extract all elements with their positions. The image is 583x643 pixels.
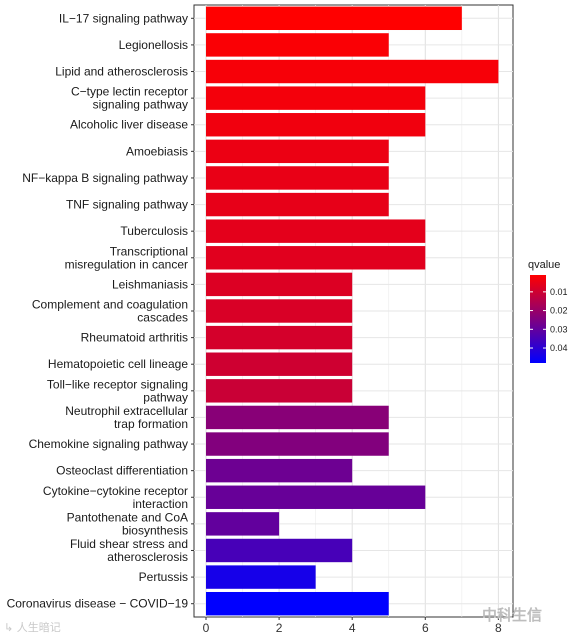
category-label: Pantothenate and CoA biosynthesis bbox=[67, 510, 188, 537]
category-label-line: Neutrophil extracellular bbox=[65, 404, 188, 418]
category-label-line: Leishmaniasis bbox=[112, 277, 188, 291]
category-label: Fluid shear stress and atherosclerosis bbox=[70, 537, 188, 564]
category-label-line: Alcoholic liver disease bbox=[70, 118, 188, 132]
category-label: Amoebiasis bbox=[126, 144, 188, 158]
category-label: TNF signaling pathway bbox=[66, 198, 188, 212]
watermark-right: 中科生信 bbox=[482, 606, 543, 624]
bar bbox=[206, 219, 426, 243]
category-label-line: TNF signaling pathway bbox=[66, 198, 188, 212]
bar bbox=[206, 458, 353, 483]
category-labels: IL−17 signaling pathway Legionellosis Lipi… bbox=[7, 11, 194, 611]
category-label: Alcoholic liver disease bbox=[70, 118, 188, 132]
category-label-line: NF−kappa B signaling pathway bbox=[22, 171, 188, 185]
category-label-line: trap formation bbox=[114, 417, 188, 431]
category-label: Chemokine signaling pathway bbox=[29, 437, 188, 451]
x-tick-label: 0 bbox=[203, 621, 210, 635]
x-axis: 0 2 4 6 8 bbox=[203, 617, 502, 635]
bar bbox=[206, 325, 353, 350]
bar bbox=[206, 379, 353, 403]
category-label-line: Chemokine signaling pathway bbox=[29, 437, 188, 451]
x-tick-label: 2 bbox=[276, 621, 283, 635]
bar bbox=[206, 538, 353, 563]
category-label: Neutrophil extracellular trap formation bbox=[65, 404, 188, 431]
bar bbox=[206, 352, 353, 376]
x-tick-label: 4 bbox=[349, 621, 356, 635]
bar bbox=[206, 246, 426, 270]
bar bbox=[206, 166, 389, 190]
legend-tick-label: 0.03 bbox=[550, 324, 568, 334]
category-label-line: biosynthesis bbox=[122, 523, 188, 537]
category-label: C−type lectin receptor signaling pathway bbox=[71, 85, 188, 112]
bar bbox=[206, 272, 353, 297]
category-label: Legionellosis bbox=[119, 38, 188, 52]
bar bbox=[206, 192, 389, 217]
category-label-line: interaction bbox=[133, 497, 188, 511]
category-label-line: Fluid shear stress and bbox=[70, 537, 188, 551]
category-label-line: Legionellosis bbox=[119, 38, 188, 52]
category-label: Rheumatoid arthritis bbox=[81, 331, 188, 345]
category-label-line: misregulation in cancer bbox=[65, 257, 188, 271]
bar bbox=[206, 299, 353, 323]
bar bbox=[206, 565, 316, 589]
category-label-line: Amoebiasis bbox=[126, 144, 188, 158]
category-label-line: Complement and coagulation bbox=[32, 298, 188, 312]
category-label: Osteoclast differentiation bbox=[56, 464, 188, 478]
bar bbox=[206, 6, 462, 31]
category-label-line: cascades bbox=[137, 311, 188, 325]
category-label: Cytokine−cytokine receptor interaction bbox=[43, 484, 188, 511]
legend-title: qvalue bbox=[528, 259, 560, 271]
category-label-line: Pertussis bbox=[139, 570, 188, 584]
category-label-line: Hematopoietic cell lineage bbox=[48, 357, 188, 371]
category-label-line: pathway bbox=[143, 390, 188, 404]
x-tick-label: 8 bbox=[495, 621, 502, 635]
category-label-line: Transcriptional bbox=[110, 244, 188, 258]
legend-tick-label: 0.01 bbox=[550, 287, 568, 297]
category-label-line: signaling pathway bbox=[93, 98, 188, 112]
category-label: Toll−like receptor signaling pathway bbox=[47, 377, 188, 404]
category-label-line: atherosclerosis bbox=[107, 550, 188, 564]
category-label-line: Cytokine−cytokine receptor bbox=[43, 484, 188, 498]
category-label-line: Rheumatoid arthritis bbox=[81, 331, 188, 345]
category-label: Tuberculosis bbox=[120, 224, 188, 238]
category-label-line: IL−17 signaling pathway bbox=[59, 11, 188, 25]
legend-colorbar bbox=[530, 275, 546, 363]
category-label: Leishmaniasis bbox=[112, 277, 188, 291]
category-label-line: C−type lectin receptor bbox=[71, 85, 188, 99]
bar bbox=[206, 405, 389, 430]
category-label-line: Toll−like receptor signaling bbox=[47, 377, 188, 391]
bar bbox=[206, 33, 389, 57]
bar bbox=[206, 512, 280, 536]
bars bbox=[206, 6, 499, 616]
category-label: IL−17 signaling pathway bbox=[59, 11, 188, 25]
category-label-line: Pantothenate and CoA bbox=[67, 510, 188, 524]
category-label: Hematopoietic cell lineage bbox=[48, 357, 188, 371]
bar bbox=[206, 432, 389, 456]
bar bbox=[206, 113, 426, 137]
bar bbox=[206, 139, 389, 164]
bar bbox=[206, 86, 426, 110]
category-label-line: Osteoclast differentiation bbox=[56, 464, 188, 478]
legend-tick-label: 0.02 bbox=[550, 306, 568, 316]
category-label: Coronavirus disease − COVID−19 bbox=[7, 597, 189, 611]
bar bbox=[206, 591, 389, 616]
category-label-line: Coronavirus disease − COVID−19 bbox=[7, 597, 189, 611]
watermark-left: ↳ 人生暗记 bbox=[4, 621, 61, 634]
category-label: NF−kappa B signaling pathway bbox=[22, 171, 188, 185]
bar bbox=[206, 485, 426, 509]
legend: qvalue 0.01 0.02 0.03 0.04 bbox=[528, 259, 568, 363]
legend-tick-label: 0.04 bbox=[550, 343, 568, 353]
bar bbox=[206, 59, 499, 84]
category-label-line: Tuberculosis bbox=[120, 224, 188, 238]
category-label: Pertussis bbox=[139, 570, 188, 584]
category-label-line: Lipid and atherosclerosis bbox=[55, 65, 188, 79]
category-label: Complement and coagulation cascades bbox=[32, 298, 188, 325]
x-tick-label: 6 bbox=[422, 621, 429, 635]
category-label: Lipid and atherosclerosis bbox=[55, 65, 188, 79]
category-label: Transcriptional misregulation in cancer bbox=[65, 244, 188, 271]
